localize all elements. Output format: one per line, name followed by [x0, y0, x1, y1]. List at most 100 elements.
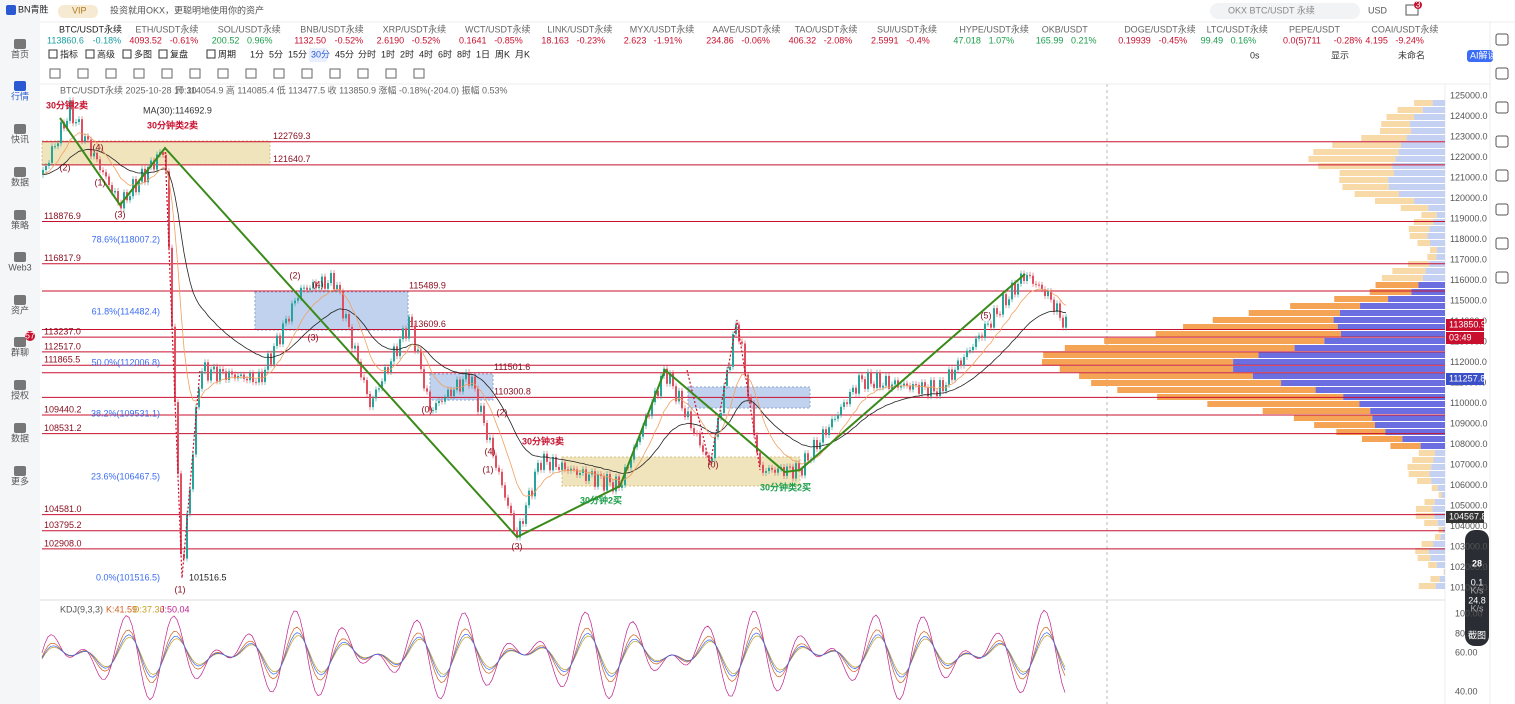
period[interactable]: 月K — [515, 49, 530, 59]
nav-icon[interactable] — [14, 167, 26, 177]
ticker-change[interactable]: -0.28% — [1334, 35, 1363, 45]
ticker-change[interactable]: -0.06% — [741, 35, 770, 45]
ticker-name[interactable]: BTC/USDT永续 — [59, 23, 122, 34]
nav-icon[interactable] — [14, 423, 26, 433]
period[interactable]: 1时 — [381, 48, 395, 59]
tool[interactable]: 多图 — [134, 48, 152, 59]
ticker-change[interactable]: -0.18% — [93, 35, 122, 45]
draw-tool[interactable] — [77, 68, 89, 79]
nav-icon[interactable] — [14, 252, 26, 262]
nav-item[interactable]: Web3 — [8, 262, 31, 272]
ticker-price[interactable]: 47.018 — [953, 35, 981, 45]
period[interactable]: 分时 — [358, 48, 376, 59]
ticker-price[interactable]: 234.86 — [706, 35, 734, 45]
right-tool-icon[interactable] — [1495, 101, 1509, 114]
ticker-price[interactable]: 18.163 — [541, 35, 569, 45]
right-tool-icon[interactable] — [1495, 203, 1509, 216]
ticker-change[interactable]: -0.23% — [577, 35, 606, 45]
ticker-name[interactable]: OKB/USDT — [1042, 24, 1089, 34]
nav-item[interactable]: 资产 — [11, 304, 29, 315]
draw-tool[interactable] — [217, 68, 229, 79]
ticker-change[interactable]: -0.52% — [335, 35, 364, 45]
nav-icon[interactable] — [14, 39, 26, 49]
period[interactable]: 周K — [495, 49, 510, 59]
draw-tool[interactable] — [245, 68, 257, 79]
side-capture[interactable]: 截图 — [1468, 629, 1486, 640]
ticker-price[interactable]: 99.49 — [1201, 35, 1224, 45]
ticker-price[interactable]: 0.1641 — [459, 35, 487, 45]
nav-icon[interactable] — [14, 466, 26, 476]
draw-tool[interactable] — [329, 68, 341, 79]
ticker-change[interactable]: -0.61% — [170, 35, 199, 45]
period[interactable]: 1日 — [476, 49, 490, 59]
ticker-price[interactable]: 4093.52 — [129, 35, 162, 45]
toolbar-right[interactable]: 未命名 — [1398, 49, 1425, 60]
ticker-change[interactable]: 1.07% — [989, 35, 1015, 45]
right-tool-icon[interactable] — [1495, 67, 1509, 80]
toolbar-right[interactable]: AI解读 — [1470, 49, 1497, 60]
draw-tool[interactable] — [385, 68, 397, 79]
ticker-price[interactable]: 0.0(5)711 — [1283, 35, 1321, 45]
search-box[interactable] — [1210, 3, 1360, 19]
period[interactable]: 4时 — [419, 48, 433, 59]
ticker-name[interactable]: MYX/USDT永续 — [630, 23, 695, 34]
draw-tool[interactable] — [49, 68, 61, 79]
period[interactable]: 15分 — [288, 49, 307, 59]
toolbar-right[interactable]: 0s — [1250, 50, 1260, 60]
ticker-change[interactable]: -0.85% — [494, 35, 523, 45]
nav-item[interactable]: 数据 — [11, 432, 29, 443]
draw-tool[interactable] — [273, 68, 285, 79]
draw-tool[interactable] — [133, 68, 145, 79]
tool[interactable]: 高级 — [97, 48, 115, 59]
right-tool-icon[interactable] — [1495, 237, 1509, 250]
right-tool-icon[interactable] — [1495, 169, 1509, 182]
ticker-name[interactable]: LINK/USDT永续 — [547, 23, 612, 34]
tool[interactable]: 周期 — [218, 49, 236, 59]
nav-icon[interactable] — [14, 337, 26, 347]
ticker-name[interactable]: DOGE/USDT永续 — [1124, 23, 1196, 34]
ai-button[interactable] — [1467, 50, 1493, 62]
period[interactable]: 6时 — [438, 48, 452, 59]
draw-tool[interactable] — [189, 68, 201, 79]
ticker-change[interactable]: -0.4% — [906, 35, 930, 45]
ticker-name[interactable]: TAO/USDT永续 — [795, 23, 858, 34]
ticker-name[interactable]: HYPE/USDT永续 — [959, 23, 1029, 34]
tool-icon[interactable] — [48, 49, 58, 59]
nav-item[interactable]: 数据 — [11, 176, 29, 187]
ticker-price[interactable]: 1132.50 — [294, 35, 326, 45]
ticker-change[interactable]: -0.52% — [412, 35, 441, 45]
draw-tool[interactable] — [161, 68, 173, 79]
ticker-change[interactable]: 0.16% — [1231, 35, 1257, 45]
nav-item[interactable]: 更多 — [11, 475, 29, 486]
ticker-name[interactable]: XRP/USDT永续 — [383, 23, 447, 34]
period[interactable]: 8时 — [457, 48, 471, 59]
tool-icon[interactable] — [85, 49, 95, 59]
nav-icon[interactable] — [14, 124, 26, 134]
nav-item[interactable]: 行情 — [11, 90, 29, 101]
notice[interactable]: 投资就用OKX，更聪明地使用你的资产 — [110, 4, 264, 15]
ticker-price[interactable]: 406.32 — [789, 35, 817, 45]
tool[interactable]: 复盘 — [170, 48, 188, 59]
period[interactable]: 1分 — [250, 49, 264, 59]
ticker-name[interactable]: SOL/USDT永续 — [218, 23, 281, 34]
ticker-price[interactable]: 165.99 — [1036, 35, 1064, 45]
right-tool-icon[interactable] — [1495, 33, 1509, 46]
ticker-change[interactable]: -0.45% — [1159, 35, 1188, 45]
ticker-change[interactable]: -1.91% — [654, 35, 683, 45]
period[interactable]: 5分 — [269, 49, 283, 59]
right-tool-icon[interactable] — [1495, 135, 1509, 148]
draw-tool[interactable] — [357, 68, 369, 79]
period[interactable]: 30分 — [311, 49, 330, 59]
nav-item[interactable]: 快讯 — [11, 133, 29, 144]
nav-icon[interactable] — [14, 210, 26, 220]
tool-icon[interactable] — [122, 49, 132, 59]
mail-icon[interactable] — [1405, 4, 1419, 16]
nav-item[interactable]: 授权 — [11, 389, 29, 400]
ticker-name[interactable]: BNB/USDT永续 — [300, 23, 364, 34]
ticker-name[interactable]: LTC/USDT永续 — [1207, 23, 1268, 34]
ticker-price[interactable]: 200.52 — [212, 35, 240, 45]
nav-item[interactable]: 策略 — [11, 219, 29, 230]
ticker-change[interactable]: -9.24% — [1395, 35, 1424, 45]
ticker-name[interactable]: AAVE/USDT永续 — [712, 23, 780, 34]
search[interactable]: OKX BTC/USDT 永续 — [1228, 4, 1315, 15]
